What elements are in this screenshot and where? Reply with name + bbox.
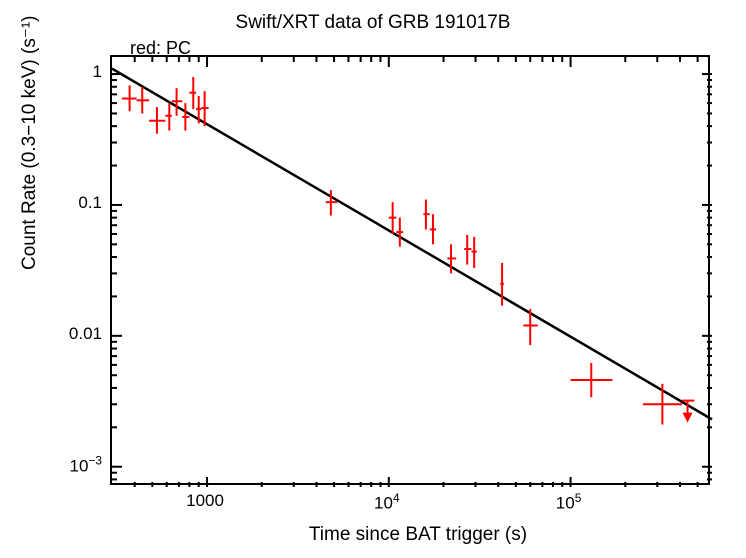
y-tick-label: 0.1 xyxy=(78,193,102,213)
x-tick-label: 1000 xyxy=(186,491,224,511)
chart-container: Swift/XRT data of GRB 191017B red: PC Co… xyxy=(0,0,746,558)
y-tick-label: 10−3 xyxy=(70,453,102,476)
x-tick-label: 104 xyxy=(374,491,400,514)
plot-area xyxy=(110,55,710,485)
y-tick-label: 1 xyxy=(93,62,102,82)
chart-title: Swift/XRT data of GRB 191017B xyxy=(0,12,746,34)
x-tick-label: 105 xyxy=(556,491,582,514)
plot-svg xyxy=(112,57,708,483)
y-axis-label: Count Rate (0.3−10 keV) (s⁻¹) xyxy=(18,16,41,271)
y-tick-label: 0.01 xyxy=(69,324,102,344)
x-axis-label: Time since BAT trigger (s) xyxy=(0,524,746,546)
